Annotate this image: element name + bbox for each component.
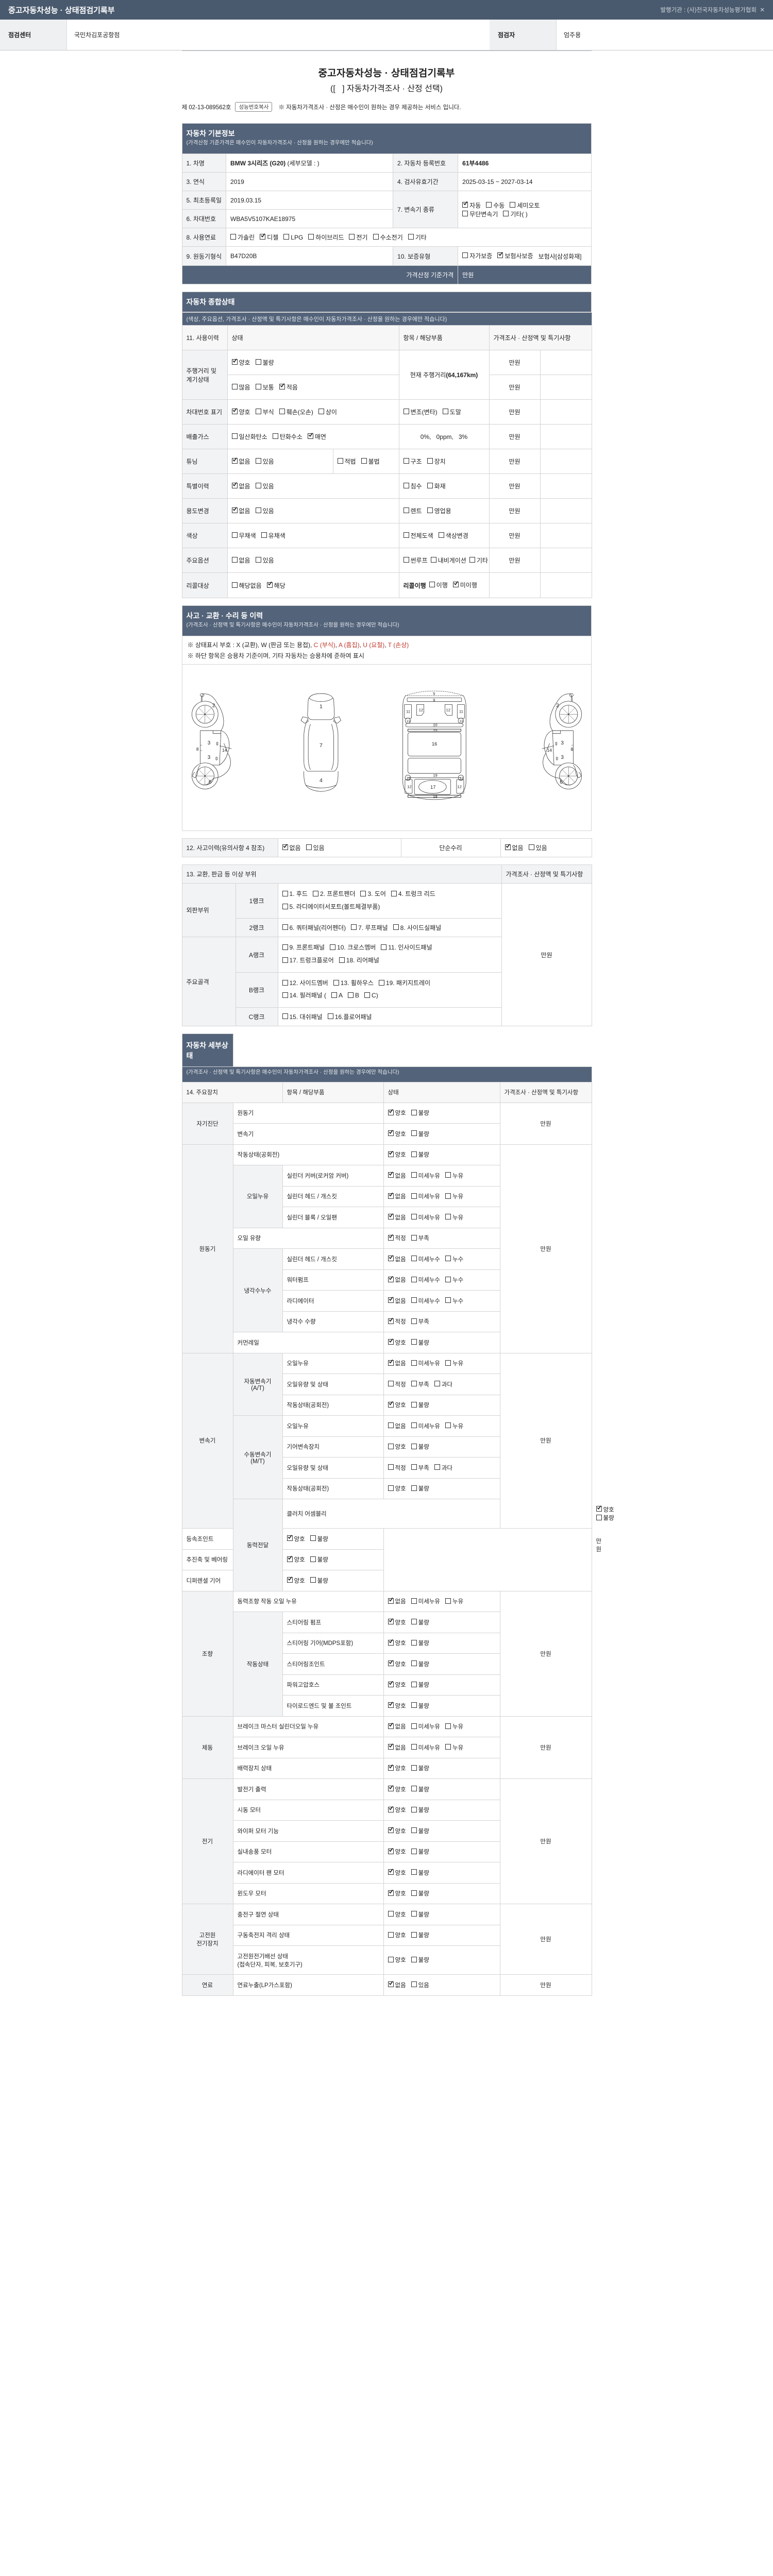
svg-text:2: 2 xyxy=(556,703,559,708)
svg-text:11: 11 xyxy=(406,709,410,714)
svg-text:2: 2 xyxy=(212,703,214,708)
svg-text:18: 18 xyxy=(433,794,438,799)
svg-text:12: 12 xyxy=(418,708,423,713)
svg-text:4: 4 xyxy=(320,777,323,784)
svg-text:16: 16 xyxy=(432,741,437,747)
svg-text:15: 15 xyxy=(433,728,438,733)
svg-text:5: 5 xyxy=(433,691,435,696)
svg-text:17: 17 xyxy=(430,785,435,790)
svg-text:19: 19 xyxy=(433,773,438,778)
svg-text:1: 1 xyxy=(320,703,323,709)
svg-text:13: 13 xyxy=(459,720,463,723)
svg-text:12: 12 xyxy=(457,784,462,789)
svg-text:3: 3 xyxy=(561,755,564,760)
svg-text:12: 12 xyxy=(407,784,412,789)
svg-text:3: 3 xyxy=(207,740,210,746)
svg-text:14: 14 xyxy=(547,748,552,753)
svg-text:3: 3 xyxy=(561,740,564,746)
svg-text:10: 10 xyxy=(433,723,438,727)
svg-text:12: 12 xyxy=(446,708,450,713)
svg-text:13: 13 xyxy=(459,776,463,780)
svg-text:8: 8 xyxy=(570,747,573,752)
svg-text:9: 9 xyxy=(433,698,435,703)
svg-text:8: 8 xyxy=(196,747,198,752)
svg-text:6: 6 xyxy=(560,779,563,785)
svg-text:13: 13 xyxy=(406,776,410,780)
svg-text:3: 3 xyxy=(207,755,210,760)
svg-text:7: 7 xyxy=(320,742,323,749)
svg-text:13: 13 xyxy=(406,720,410,723)
svg-text:6: 6 xyxy=(208,779,211,785)
svg-text:11: 11 xyxy=(459,709,463,714)
svg-text:14: 14 xyxy=(222,748,227,753)
